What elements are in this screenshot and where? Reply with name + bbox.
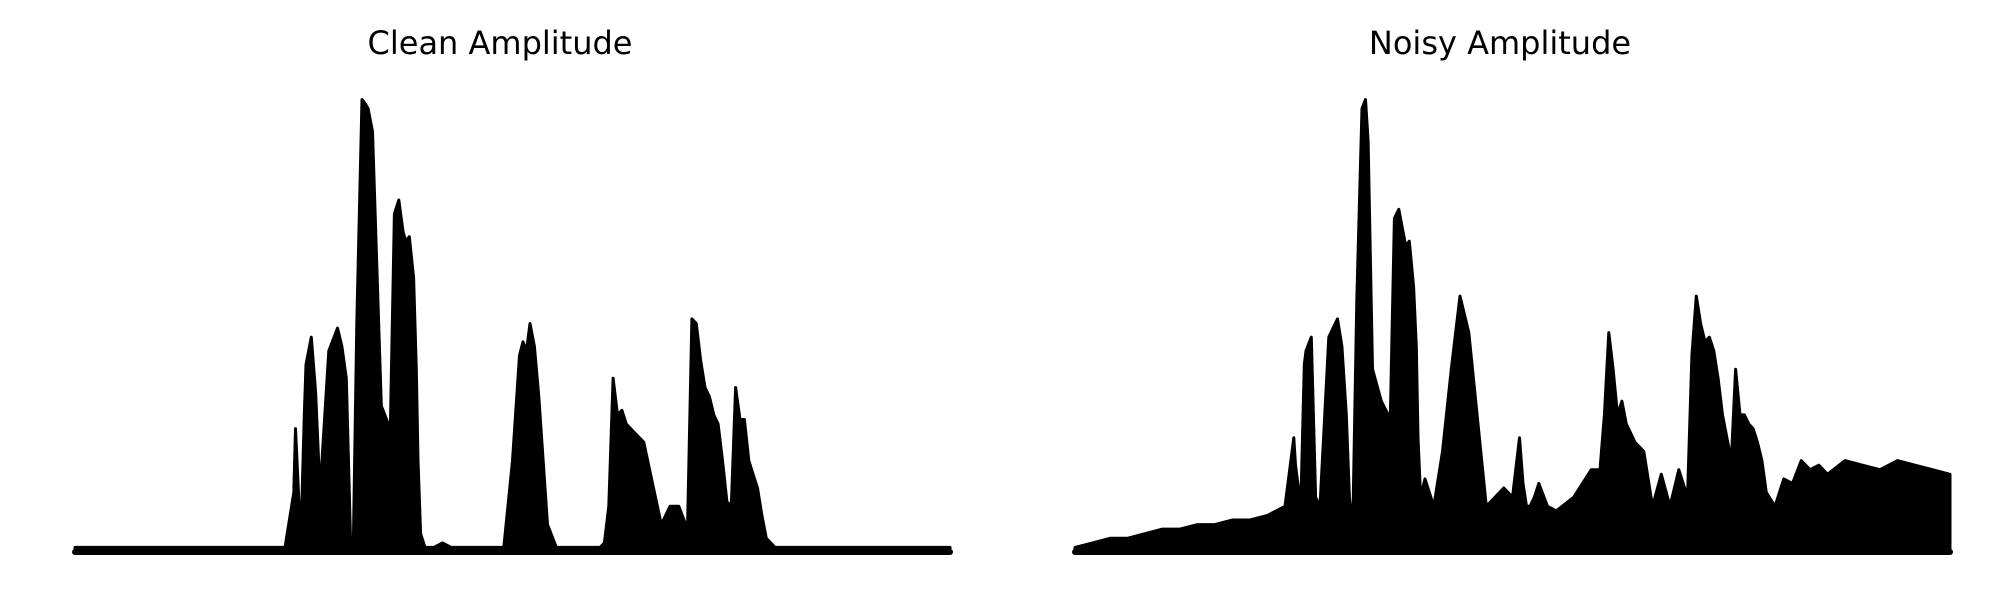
noisy-amplitude-plot	[1072, 98, 1953, 555]
amplitude-envelope-0	[73, 98, 952, 554]
chart-title-clean: Clean Amplitude	[367, 24, 633, 62]
chart-title-noisy: Noisy Amplitude	[1368, 24, 1632, 62]
clean-amplitude-plot	[72, 98, 953, 555]
amplitude-envelope-0	[1073, 98, 1952, 554]
clean-amplitude-panel: Clean Amplitude	[72, 24, 953, 555]
noisy-amplitude-panel: Noisy Amplitude	[1000, 0, 2000, 600]
